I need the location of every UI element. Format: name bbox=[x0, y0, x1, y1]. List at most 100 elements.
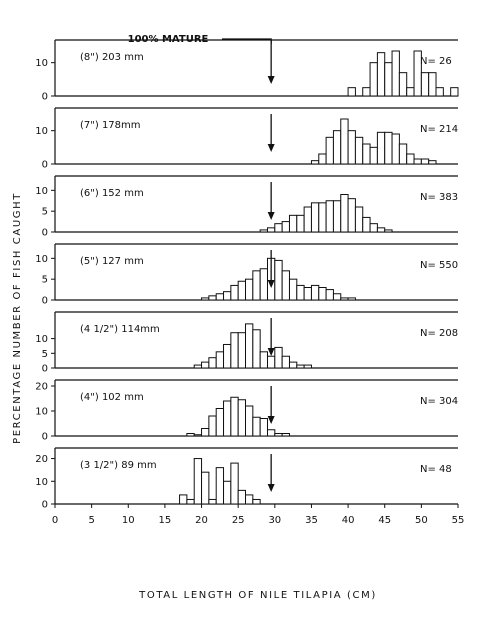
sample-size-label: N= 304 bbox=[420, 396, 458, 407]
histogram-bar bbox=[201, 361, 210, 369]
histogram-bar bbox=[223, 400, 232, 437]
y-tick-label: 10 bbox=[35, 334, 48, 345]
histogram-bar bbox=[179, 494, 188, 505]
panel-size-label: (3 1/2") 89 mm bbox=[80, 460, 157, 471]
histogram-bar bbox=[296, 364, 305, 369]
panel-1: 0 10 (8") 203 mm N= 26 bbox=[35, 39, 459, 103]
histogram-bar bbox=[347, 297, 356, 301]
histogram-bar bbox=[384, 131, 393, 165]
histogram-bar bbox=[340, 194, 349, 233]
maturity-arrow-head bbox=[267, 76, 275, 84]
histogram-bar bbox=[288, 278, 298, 301]
histogram-bar bbox=[332, 130, 342, 165]
y-tick-label: 5 bbox=[42, 275, 48, 286]
histogram-bar bbox=[318, 287, 327, 301]
histogram-bar bbox=[354, 136, 364, 165]
histogram-bar bbox=[281, 221, 290, 233]
histogram-bar bbox=[296, 284, 305, 301]
panel-6: 0 10 20 (4") 102 mm N= 304 bbox=[35, 379, 458, 443]
histogram-bar bbox=[274, 223, 283, 233]
histogram-bar bbox=[340, 297, 349, 301]
x-tick-label: 20 bbox=[195, 515, 208, 526]
histogram-bar bbox=[354, 206, 364, 233]
maturity-arrow-head bbox=[267, 484, 275, 492]
histogram-bar bbox=[259, 229, 268, 233]
y-tick-label: 10 bbox=[35, 186, 48, 197]
mature-annotation: 100% MATURE bbox=[128, 34, 272, 45]
mature-label: 100% MATURE bbox=[128, 34, 209, 45]
y-tick-label: 0 bbox=[42, 364, 48, 375]
maturity-arrow-head bbox=[267, 416, 275, 424]
y-tick-label: 10 bbox=[35, 477, 48, 488]
histogram-bar bbox=[215, 467, 225, 505]
x-tick-label: 5 bbox=[88, 515, 94, 526]
sample-size-label: N= 26 bbox=[420, 56, 452, 67]
histogram-bar bbox=[266, 355, 276, 369]
histogram-bar bbox=[245, 323, 254, 369]
histogram-bar bbox=[215, 293, 225, 301]
x-tick-label: 40 bbox=[342, 515, 355, 526]
histogram-bar bbox=[369, 223, 378, 233]
x-tick-label: 45 bbox=[378, 515, 391, 526]
y-tick-label: 10 bbox=[35, 126, 48, 137]
y-tick-label: 10 bbox=[35, 254, 48, 265]
y-tick-label: 20 bbox=[35, 382, 48, 393]
y-tick-label: 5 bbox=[42, 349, 48, 360]
y-tick-label: 0 bbox=[42, 160, 48, 171]
maturity-arrow-head bbox=[267, 144, 275, 152]
histogram-bar bbox=[310, 202, 320, 233]
histogram-bar bbox=[252, 270, 261, 301]
histogram-bar bbox=[325, 200, 334, 233]
y-tick-label: 0 bbox=[42, 296, 48, 307]
histogram-bar bbox=[376, 227, 386, 233]
histogram-bar bbox=[193, 364, 203, 369]
histogram-bar bbox=[223, 480, 232, 505]
histogram-bar bbox=[391, 50, 400, 97]
panels-group: 0 10 (8") 203 mm N= 26 0 10 (7") 178mm N= 214 0 5… bbox=[35, 39, 459, 511]
histogram-bar bbox=[281, 355, 290, 369]
histogram-bar bbox=[296, 214, 305, 233]
histogram-bar bbox=[362, 87, 371, 97]
histogram-bar bbox=[215, 351, 225, 369]
panel-size-label: (4 1/2") 114mm bbox=[80, 324, 160, 335]
histogram-bar bbox=[281, 270, 290, 301]
histogram-bar bbox=[215, 408, 225, 437]
histogram-bar bbox=[347, 130, 356, 165]
panel-size-label: (7") 178mm bbox=[80, 120, 141, 131]
panel-3: 0 5 10 (6") 152 mm N= 383 bbox=[35, 175, 458, 239]
histogram-bar bbox=[413, 158, 422, 165]
x-tick-label: 35 bbox=[305, 515, 318, 526]
histogram-bar bbox=[288, 214, 298, 233]
x-tick-label: 25 bbox=[232, 515, 245, 526]
y-tick-label: 10 bbox=[35, 58, 48, 69]
histogram-bar bbox=[303, 206, 312, 233]
y-tick-label: 0 bbox=[42, 92, 48, 103]
histogram-bar bbox=[310, 284, 320, 301]
y-tick-label: 0 bbox=[42, 432, 48, 443]
histogram-bar bbox=[303, 287, 312, 301]
x-tick-label: 55 bbox=[452, 515, 465, 526]
sample-size-label: N= 383 bbox=[420, 192, 458, 203]
histogram-bar bbox=[259, 418, 268, 437]
histogram-bar bbox=[369, 146, 378, 165]
histogram-bar bbox=[428, 72, 437, 97]
panel-size-label: (6") 152 mm bbox=[80, 188, 144, 199]
maturity-arrow-head bbox=[267, 212, 275, 220]
histogram-bar bbox=[398, 72, 408, 97]
histogram-bar bbox=[288, 361, 298, 369]
histogram-bar bbox=[435, 87, 444, 97]
histogram-bar bbox=[369, 62, 378, 97]
histogram-bar bbox=[420, 72, 430, 97]
y-tick-label: 5 bbox=[42, 207, 48, 218]
histogram-bar bbox=[245, 494, 254, 505]
histogram-bar bbox=[384, 62, 393, 97]
histogram-bar bbox=[237, 489, 247, 505]
histogram-bar bbox=[201, 428, 210, 437]
histogram-bar bbox=[266, 429, 276, 437]
histogram-bar bbox=[428, 160, 437, 165]
histogram-bar bbox=[230, 462, 239, 505]
histogram-bar bbox=[223, 343, 232, 369]
sample-size-label: N= 208 bbox=[420, 328, 458, 339]
histogram-bar bbox=[193, 458, 203, 505]
